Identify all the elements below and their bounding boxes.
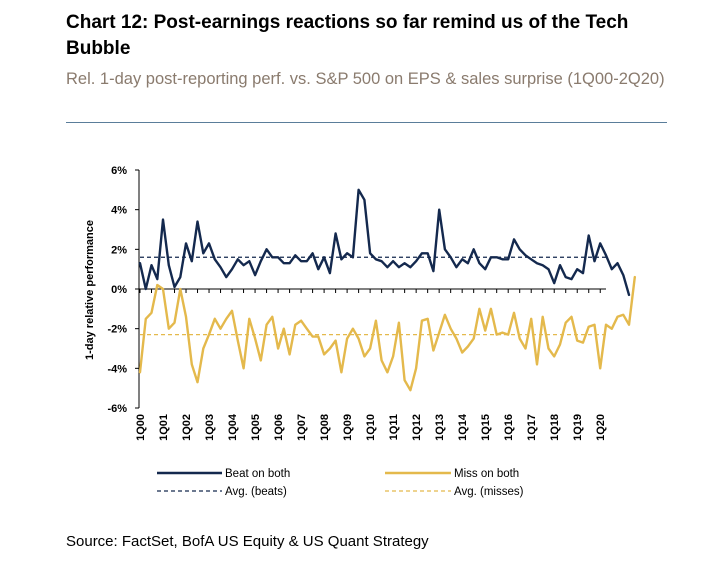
x-tick-label: 1Q05 [250, 414, 262, 441]
x-tick-label: 1Q16 [503, 414, 515, 441]
series-line [138, 188, 631, 297]
y-tick-label: -4% [107, 363, 127, 375]
y-tick-label: 6% [111, 165, 127, 177]
x-tick-label: 1Q06 [273, 414, 285, 441]
y-tick-label: -6% [107, 403, 127, 415]
legend-label: Avg. (beats) [225, 486, 287, 498]
legend-label: Miss on both [454, 468, 519, 480]
y-axis-label: 1-day relative performance [84, 220, 96, 360]
x-tick-group: 1Q00 1Q01 1Q02 1Q03 1Q04 1Q05 1Q06 1Q07 1Q08 1Q09… [135, 289, 607, 441]
source-note: Source: FactSet, BofA US Equity & US Qua… [66, 533, 429, 550]
x-tick-label: 1Q15 [480, 414, 492, 441]
y-tick-group: 6% 4% 2% 0% -2% -4% -6% [107, 165, 139, 415]
series-group [138, 188, 636, 392]
x-tick-label: 1Q02 [181, 414, 193, 441]
plot-area: 6%4%2%0%-2%-4%-6% 1Q00 1Q01 1Q02 1Q03 1Q04 1Q… [107, 165, 636, 441]
legend-label: Beat on both [225, 468, 290, 480]
x-tick-label: 1Q11 [388, 414, 400, 440]
y-tick-label: -2% [107, 324, 127, 336]
x-tick-label: 1Q12 [411, 414, 423, 441]
y-tick-label: 0% [111, 284, 127, 296]
x-tick-label: 1Q08 [319, 414, 331, 441]
x-tick-label: 1Q10 [365, 414, 377, 441]
series-line [138, 275, 636, 392]
x-tick-label: 1Q20 [595, 414, 607, 441]
line-chart: 6%4%2%0%-2%-4%-6% 1Q00 1Q01 1Q02 1Q03 1Q04 1Q… [84, 165, 636, 498]
x-tick-label: 1Q18 [549, 414, 561, 441]
y-tick-label: 2% [111, 244, 127, 256]
x-tick-label: 1Q17 [526, 414, 538, 441]
title-rule [66, 122, 667, 123]
chart-subtitle: Rel. 1-day post-reporting perf. vs. S&P … [66, 70, 665, 88]
x-tick-label: 1Q00 [135, 414, 147, 441]
legend: Beat on both Miss on both Avg. (beats) Avg.… [157, 468, 524, 498]
x-tick-label: 1Q03 [204, 414, 216, 441]
x-tick-label: 1Q19 [572, 414, 584, 441]
x-tick-label: 1Q09 [342, 414, 354, 441]
x-tick-label: 1Q13 [434, 414, 446, 441]
x-tick-label: 1Q01 [158, 414, 170, 441]
y-tick-label: 4% [111, 205, 127, 217]
x-tick-label: 1Q07 [296, 414, 308, 441]
legend-label: Avg. (misses) [454, 486, 524, 498]
x-tick-label: 1Q14 [457, 413, 469, 441]
x-tick-label: 1Q04 [227, 413, 239, 441]
chart-title: Chart 12: Post-earnings reactions so far… [66, 12, 629, 59]
